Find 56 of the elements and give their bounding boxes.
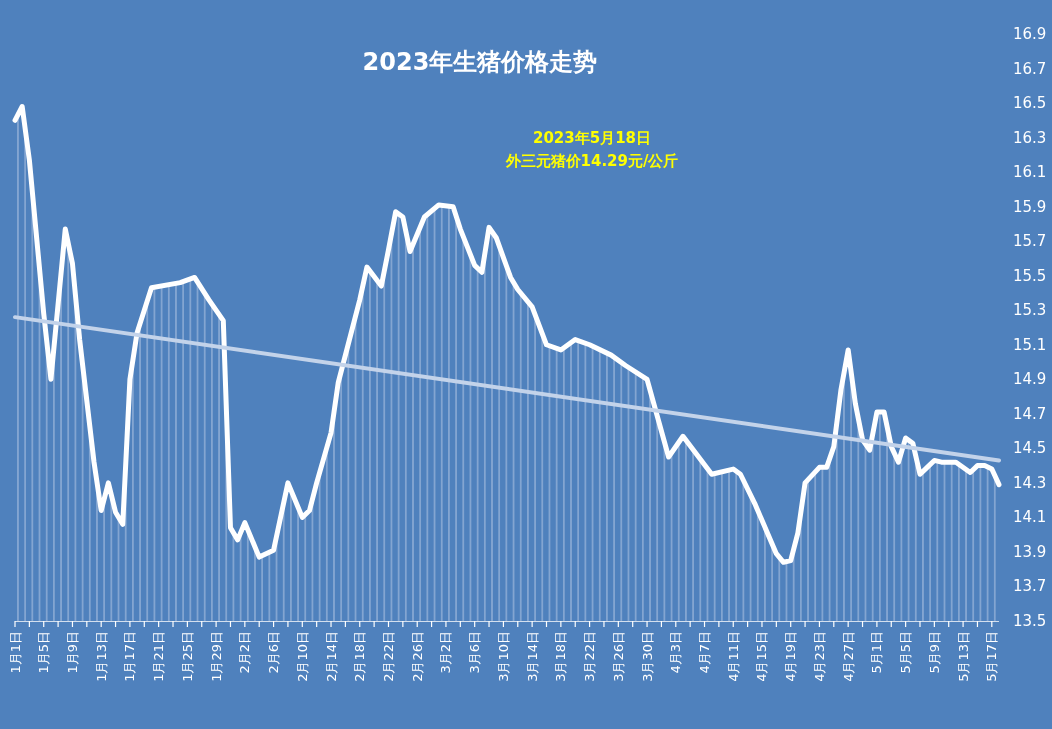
annotation: 外三元猪价14.29元/公斤 [504,152,679,170]
y-tick-label: 16.1 [1013,163,1047,182]
x-tick-label: 4月27日 [840,631,856,682]
x-tick-label: 2月22日 [380,631,396,682]
x-tick-label: 1月25日 [179,631,195,682]
x-tick-label: 3月30日 [639,631,655,682]
x-tick-label: 2月6日 [266,631,282,674]
x-tick-label: 3月22日 [582,631,598,682]
y-tick-label: 14.7 [1013,404,1047,423]
y-tick-label: 13.9 [1013,542,1047,561]
y-tick-label: 16.3 [1013,128,1047,147]
x-tick-label: 3月2日 [438,631,454,674]
x-tick-label: 4月11日 [725,631,741,682]
y-tick-label: 15.5 [1013,266,1047,285]
x-tick-label: 2月14日 [323,631,339,682]
x-tick-label: 4月3日 [668,631,684,674]
y-tick-label: 14.1 [1013,508,1047,527]
y-tick-label: 13.7 [1013,577,1047,596]
y-tick-label: 15.3 [1013,301,1047,320]
annotation: 2023年5月18日 [532,129,652,147]
x-tick-label: 1月9日 [64,631,80,674]
x-tick-label: 3月14日 [524,631,540,682]
y-tick-label: 16.7 [1013,59,1047,78]
x-tick-label: 1月17日 [122,631,138,682]
x-tick-label: 2月2日 [237,631,253,674]
x-tick-label: 1月29日 [208,631,224,682]
x-tick-label: 1月13日 [93,631,109,682]
y-tick-label: 13.5 [1013,612,1047,630]
x-tick-label: 3月26日 [610,631,626,682]
y-tick-label: 16.5 [1013,94,1047,113]
x-tick-label: 4月23日 [811,631,827,682]
y-tick-label: 15.1 [1013,335,1047,354]
x-tick-label: 5月13日 [955,631,971,682]
x-tick-label: 1月5日 [36,631,52,674]
x-tick-label: 3月10日 [495,631,511,682]
x-tick-label: 5月5日 [898,631,914,674]
x-tick-label: 1月21日 [151,631,167,682]
x-tick-label: 3月18日 [553,631,569,682]
y-tick-label: 14.5 [1013,439,1047,458]
x-tick-label: 1月1日 [7,631,23,674]
x-tick-label: 4月15日 [754,631,770,682]
x-tick-label: 5月9日 [926,631,942,674]
y-tick-label: 16.9 [1013,25,1047,43]
x-tick-label: 2月18日 [352,631,368,682]
y-tick-label: 14.9 [1013,370,1047,389]
text: 2023年生猪价格走势 [362,48,598,76]
x-tick-label: 2月10日 [294,631,310,682]
x-tick-label: 5月17日 [984,631,1000,682]
x-tick-label: 5月1日 [869,631,885,674]
y-tick-label: 15.9 [1013,197,1047,216]
x-tick-label: 2月26日 [409,631,425,682]
y-tick-label: 14.3 [1013,473,1047,492]
y-tick-label: 15.7 [1013,232,1047,251]
x-tick-label: 4月19日 [783,631,799,682]
x-tick-label: 4月7日 [697,631,713,674]
x-tick-label: 3月6日 [467,631,483,674]
